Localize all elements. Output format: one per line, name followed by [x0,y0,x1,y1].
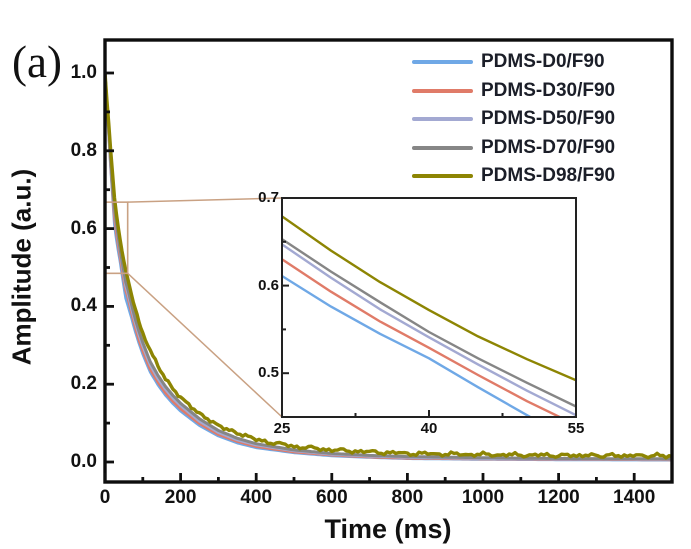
x-tick-label-1400: 1400 [613,487,656,508]
y-axis-title: Amplitude (a.u.) [6,168,37,366]
inset-y-tick-label-0.5: 0.5 [258,364,279,382]
y-tick-label-0.0: 0.0 [70,451,97,472]
y-tick-label-0.2: 0.2 [70,373,97,395]
legend-label: PDMS-D98/F90 [481,165,616,187]
inset-y-tick-label-0.7: 0.7 [258,189,279,206]
legend-label: PDMS-D50/F90 [481,108,616,130]
inset-x-tick-label-40: 40 [420,420,438,437]
inset-series-group [283,215,575,416]
y-tick-label-1.0: 1.0 [70,62,97,83]
x-axis-title: Time (ms) [324,514,452,544]
inset-curve-PDMS-D98/F90 [283,215,575,382]
x-tick-label-1000: 1000 [461,487,505,508]
legend: PDMS-D0/F90 PDMS-D30/F90 PDMS-D50/F90 PDMS-… [412,48,615,191]
x-tick-label-200: 200 [164,487,197,508]
inset-curve-PDMS-D0/F90 [283,275,531,416]
legend-line-swatch [412,145,473,150]
inset-curve-PDMS-D70/F90 [283,238,575,408]
inset-x-tick-label-55: 55 [567,420,585,437]
legend-item-PDMS-D0/F90: PDMS-D0/F90 [412,48,615,77]
x-tick-label-600: 600 [315,487,348,508]
zoom-connector-bottom [127,272,283,418]
legend-item-PDMS-D50/F90: PDMS-D50/F90 [412,105,615,134]
x-tick-label-400: 400 [240,487,273,508]
legend-label: PDMS-D70/F90 [481,136,616,158]
legend-line-swatch [412,88,473,93]
y-tick-label-0.6: 0.6 [70,217,97,239]
inset-curve-PDMS-D30/F90 [283,258,561,416]
y-tick-label-0.8: 0.8 [70,139,97,161]
legend-label: PDMS-D0/F90 [481,51,605,73]
inset-x-tick-label-25: 25 [273,420,291,437]
inset-y-tick-label-0.6: 0.6 [258,276,279,294]
x-tick-label-0: 0 [99,487,111,508]
panel-label: (a) [12,37,62,87]
legend-item-PDMS-D70/F90: PDMS-D70/F90 [412,134,615,163]
curve-PDMS-D70/F90 [106,71,671,461]
legend-item-PDMS-D98/F90: PDMS-D98/F90 [412,162,615,191]
curve-PDMS-D98/F90 [106,71,671,460]
inset-curve-PDMS-D50/F90 [283,243,575,416]
x-tick-label-800: 800 [391,487,424,508]
legend-line-swatch [412,117,473,122]
legend-item-PDMS-D30/F90: PDMS-D30/F90 [412,77,615,106]
zoom-connector-top [127,197,283,203]
legend-line-swatch [412,174,473,179]
x-tick-label-1200: 1200 [537,487,580,508]
plot-frame [103,38,674,484]
main-series-group [106,71,671,462]
legend-line-swatch [412,60,473,65]
y-tick-label-0.4: 0.4 [70,295,97,317]
legend-label: PDMS-D30/F90 [481,79,616,101]
